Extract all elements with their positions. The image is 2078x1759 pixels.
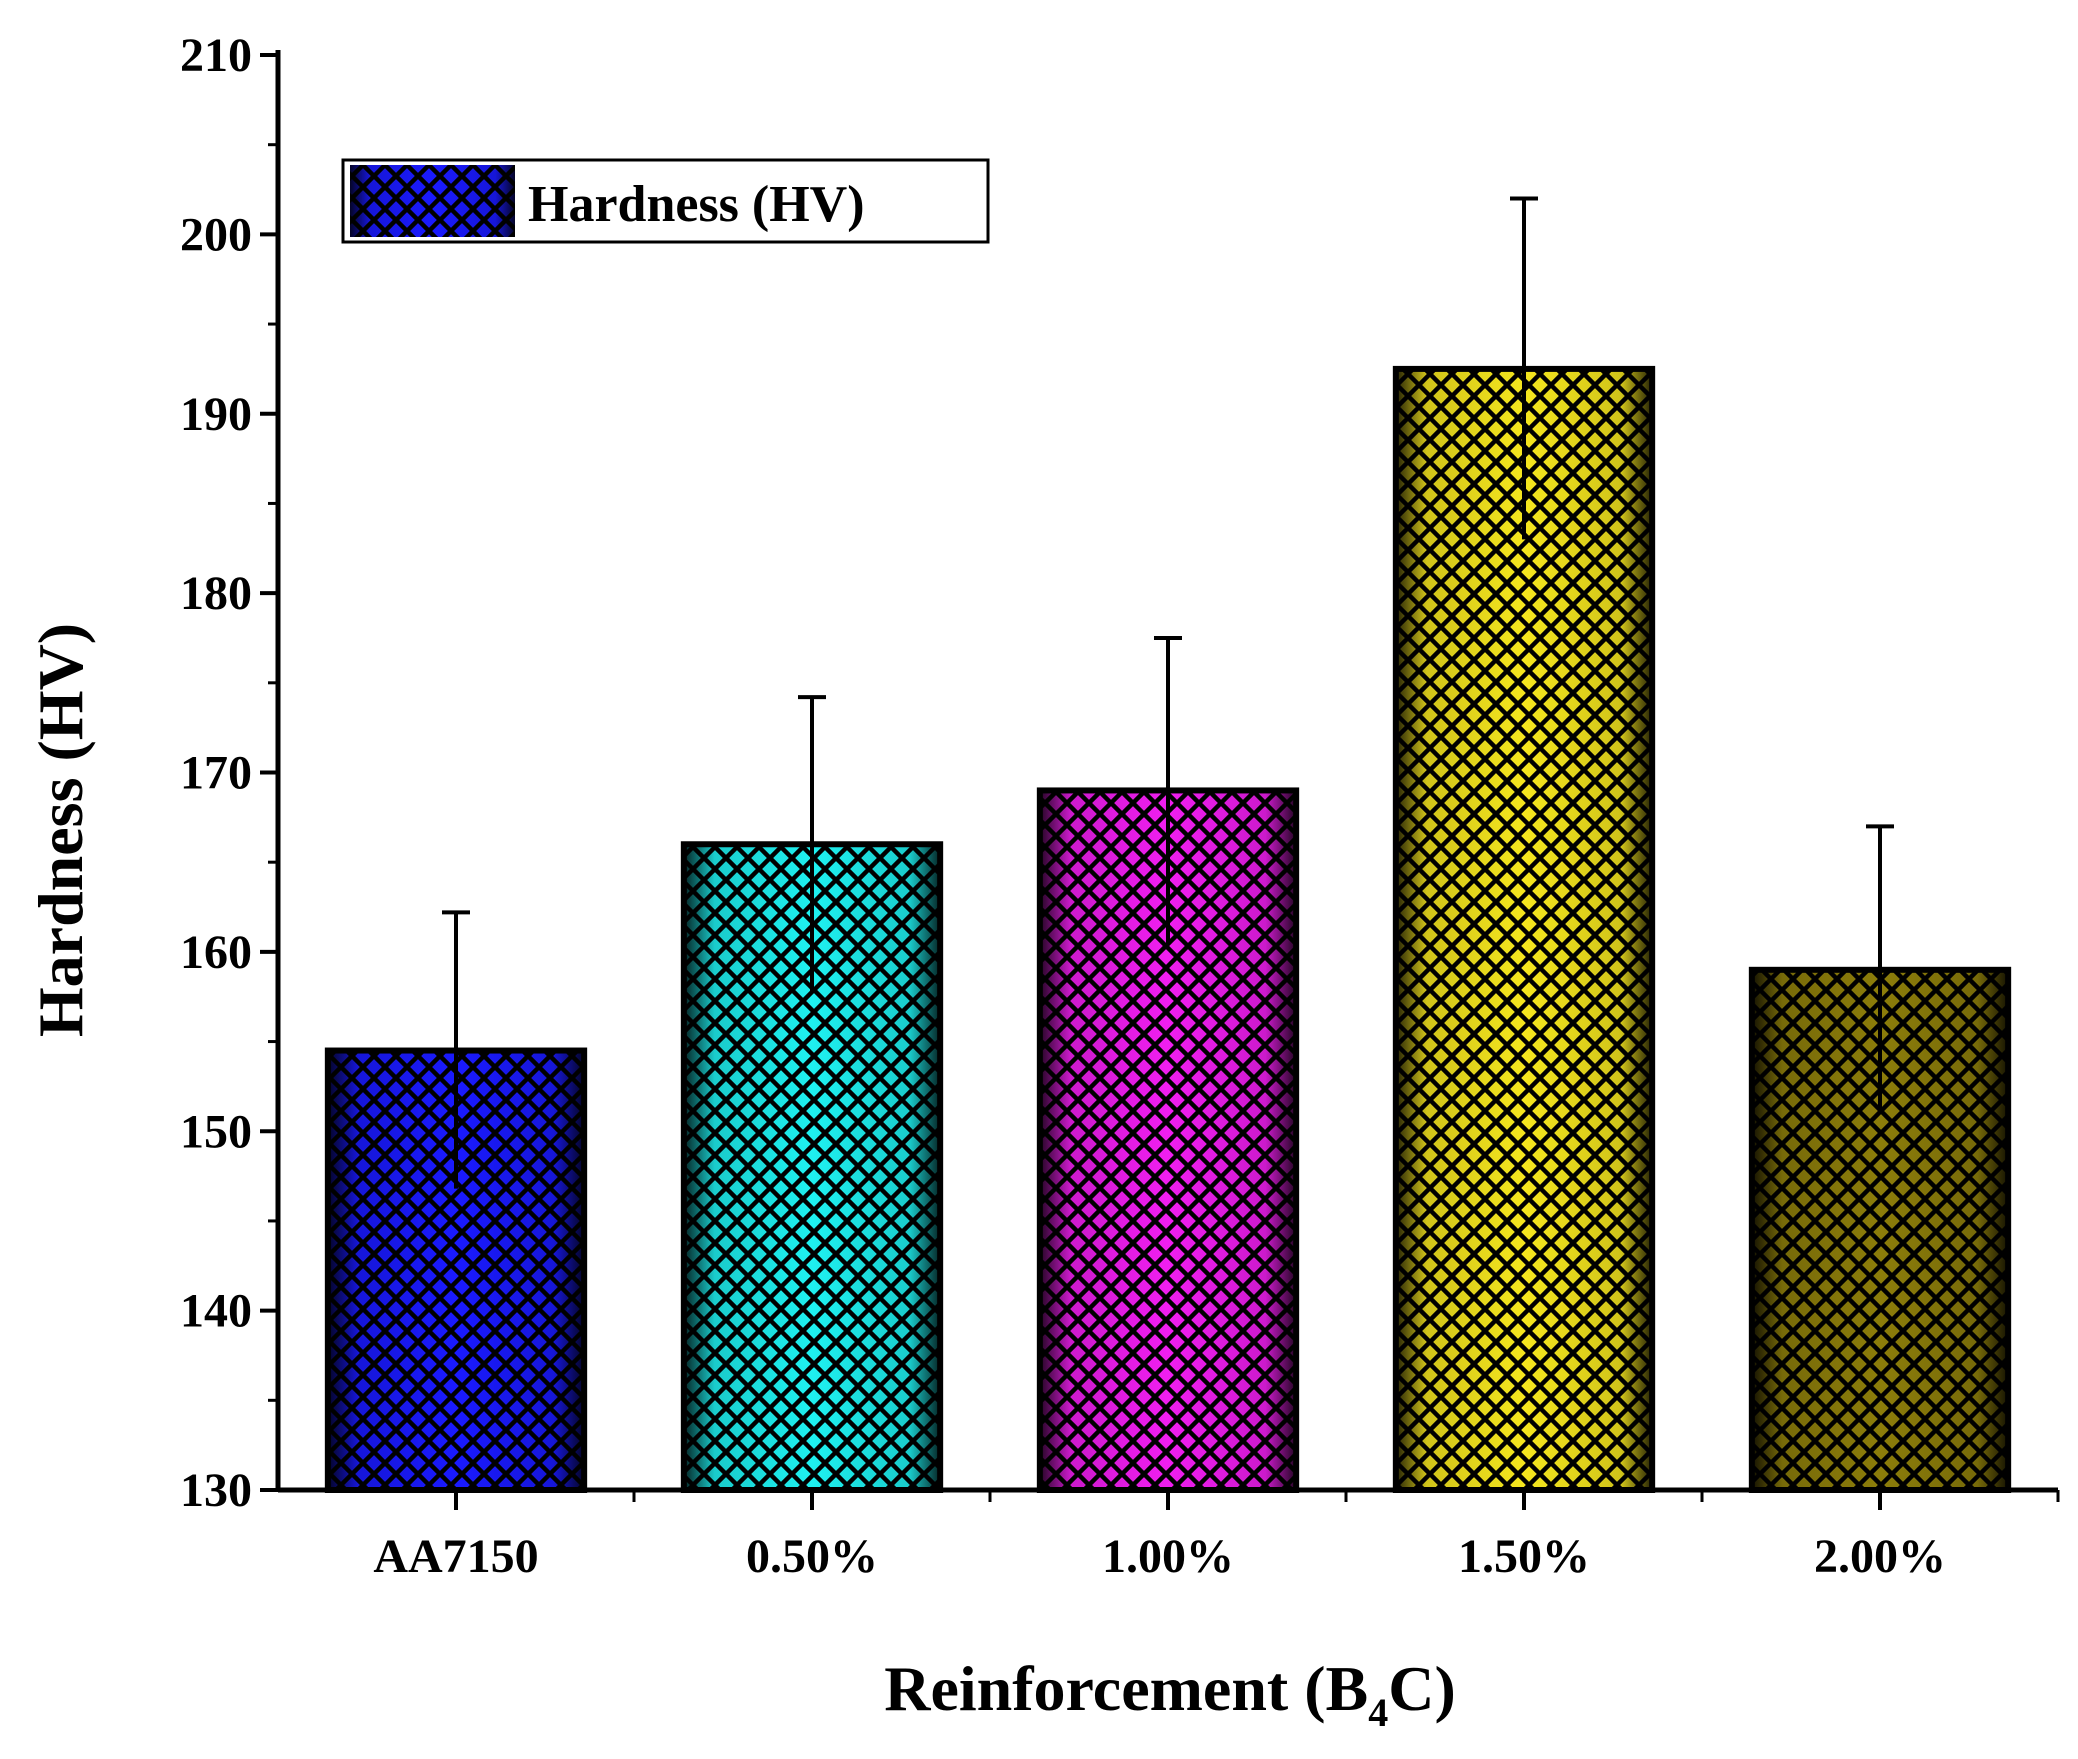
x-tick-label: 1.50% <box>1458 1530 1590 1583</box>
error-bar <box>1866 824 1894 1114</box>
x-tick-label: 2.00% <box>1814 1530 1946 1583</box>
x-tick-label: 1.00% <box>1102 1530 1234 1583</box>
bar-hatch <box>1395 368 1653 1490</box>
y-axis-title: Hardness (HV) <box>25 623 96 1037</box>
error-bar <box>798 695 826 992</box>
bar-group <box>1392 365 1656 1493</box>
y-tick-label: 150 <box>180 1105 252 1158</box>
y-tick-label: 180 <box>180 567 252 620</box>
y-tick-label: 190 <box>180 388 252 441</box>
error-bar <box>1510 196 1538 540</box>
error-bar <box>442 910 470 1189</box>
x-axis-title-end: C) <box>1388 1653 1456 1724</box>
x-axis-title: Reinforcement (B4C) <box>884 1653 1456 1735</box>
x-tick-label: AA7150 <box>373 1530 538 1583</box>
y-tick-label: 160 <box>180 926 252 979</box>
y-tick-label: 200 <box>180 208 252 261</box>
x-axis-title-subscript: 4 <box>1368 1690 1388 1735</box>
y-tick-label: 210 <box>180 29 252 82</box>
y-tick-label: 170 <box>180 747 252 800</box>
legend: Hardness (HV) <box>341 158 990 244</box>
y-tick-label: 140 <box>180 1285 252 1338</box>
bar-group <box>1748 966 2012 1493</box>
x-axis-title-main: Reinforcement (B <box>884 1653 1368 1724</box>
y-tick-label: 130 <box>180 1464 252 1517</box>
error-bar <box>1154 635 1182 943</box>
legend-label: Hardness (HV) <box>528 176 865 233</box>
legend-swatch-hatch <box>350 165 515 237</box>
x-tick-label: 0.50% <box>746 1530 878 1583</box>
